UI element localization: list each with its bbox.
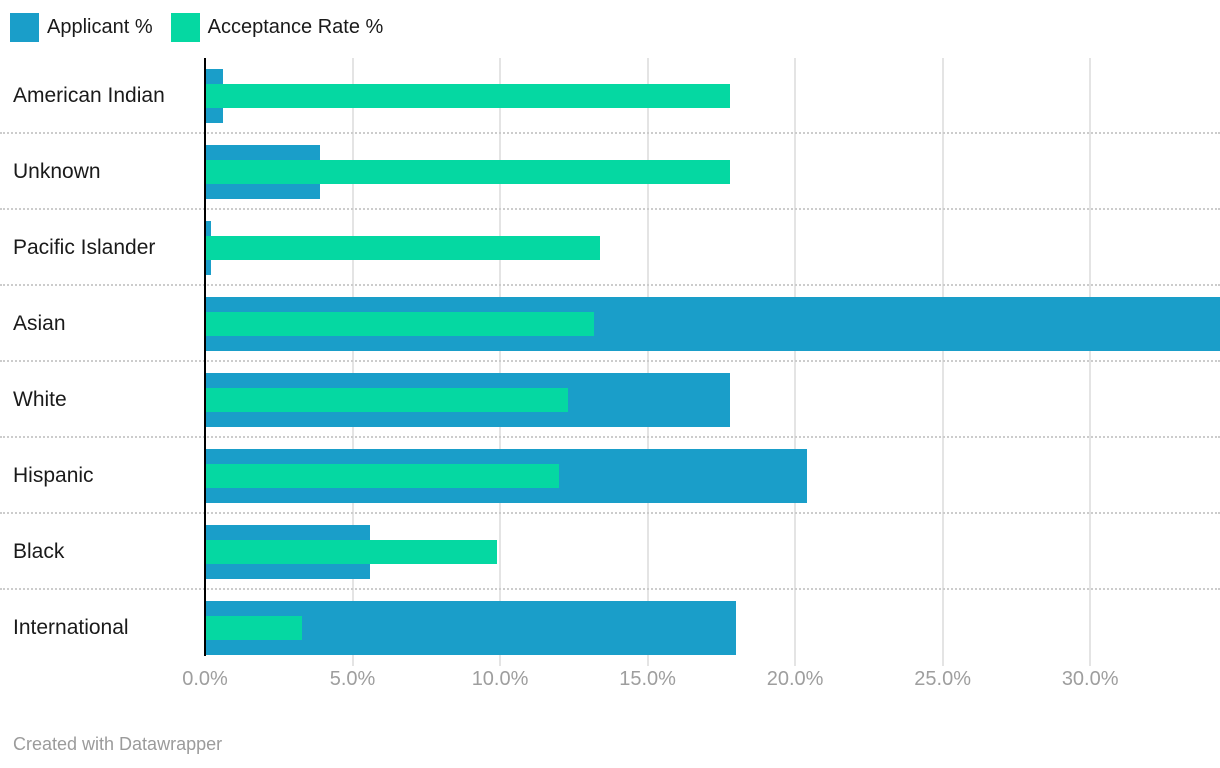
- category-label: Unknown: [13, 160, 101, 183]
- legend-label-acceptance-rate: Acceptance Rate %: [207, 16, 384, 38]
- chart-row: Unknown: [0, 134, 1220, 210]
- chart-row: International: [0, 590, 1220, 666]
- chart-row: Pacific Islander: [0, 210, 1220, 286]
- x-tick-label: 10.0%: [471, 668, 529, 690]
- bar-group: [205, 590, 1220, 666]
- legend-item-applicant: Applicant %: [10, 13, 153, 42]
- acceptance-rate-bar: [205, 312, 595, 336]
- datawrapper-credit: Created with Datawrapper: [13, 734, 223, 754]
- acceptance-rate-bar: [205, 616, 303, 640]
- category-label: Asian: [13, 312, 66, 335]
- chart-row: Black: [0, 514, 1220, 590]
- chart-row: Asian: [0, 286, 1220, 362]
- gridline: [1089, 58, 1092, 666]
- bar-group: [205, 514, 1220, 590]
- legend-swatch-applicant-icon: [10, 13, 39, 42]
- category-label: American Indian: [13, 84, 165, 107]
- legend-item-acceptance-rate: Acceptance Rate %: [170, 13, 384, 42]
- bar-group: [205, 210, 1220, 286]
- x-tick-label: 0.0%: [182, 668, 228, 690]
- legend: Applicant % Acceptance Rate %: [10, 13, 401, 42]
- gridline: [941, 58, 944, 666]
- category-label: Pacific Islander: [13, 236, 156, 259]
- legend-swatch-acceptance-rate-icon: [170, 13, 200, 42]
- bar-group: [205, 58, 1220, 134]
- category-label: International: [13, 616, 129, 639]
- acceptance-rate-bar: [205, 236, 601, 260]
- acceptance-rate-bar: [205, 160, 731, 184]
- zero-axis-line: [204, 58, 206, 656]
- category-label: White: [13, 388, 67, 411]
- bar-group: [205, 438, 1220, 514]
- chart-row: White: [0, 362, 1220, 438]
- bar-group: [205, 286, 1220, 362]
- x-tick-label: 15.0%: [619, 668, 676, 690]
- category-label: Hispanic: [13, 464, 94, 487]
- gridline: [351, 58, 354, 666]
- acceptance-rate-bar: [205, 84, 731, 108]
- x-tick-label: 25.0%: [914, 668, 971, 690]
- chart-row: American Indian: [0, 58, 1220, 134]
- bar-group: [205, 362, 1220, 438]
- acceptance-rate-bar: [205, 464, 560, 488]
- category-label: Black: [13, 540, 65, 563]
- acceptance-rate-bar: [205, 540, 498, 564]
- x-tick-label: 5.0%: [329, 668, 376, 690]
- gridline: [794, 58, 797, 666]
- plot-area: American Indian Unknown Pacific Islander As…: [0, 58, 1220, 666]
- bar-group: [205, 134, 1220, 210]
- chart-row: Hispanic: [0, 438, 1220, 514]
- legend-label-applicant: Applicant %: [47, 16, 153, 38]
- gridline: [499, 58, 502, 666]
- acceptance-rate-bar: [205, 388, 568, 412]
- x-tick-label: 30.0%: [1061, 668, 1119, 690]
- x-tick-label: 20.0%: [766, 668, 824, 690]
- gridline: [646, 58, 649, 666]
